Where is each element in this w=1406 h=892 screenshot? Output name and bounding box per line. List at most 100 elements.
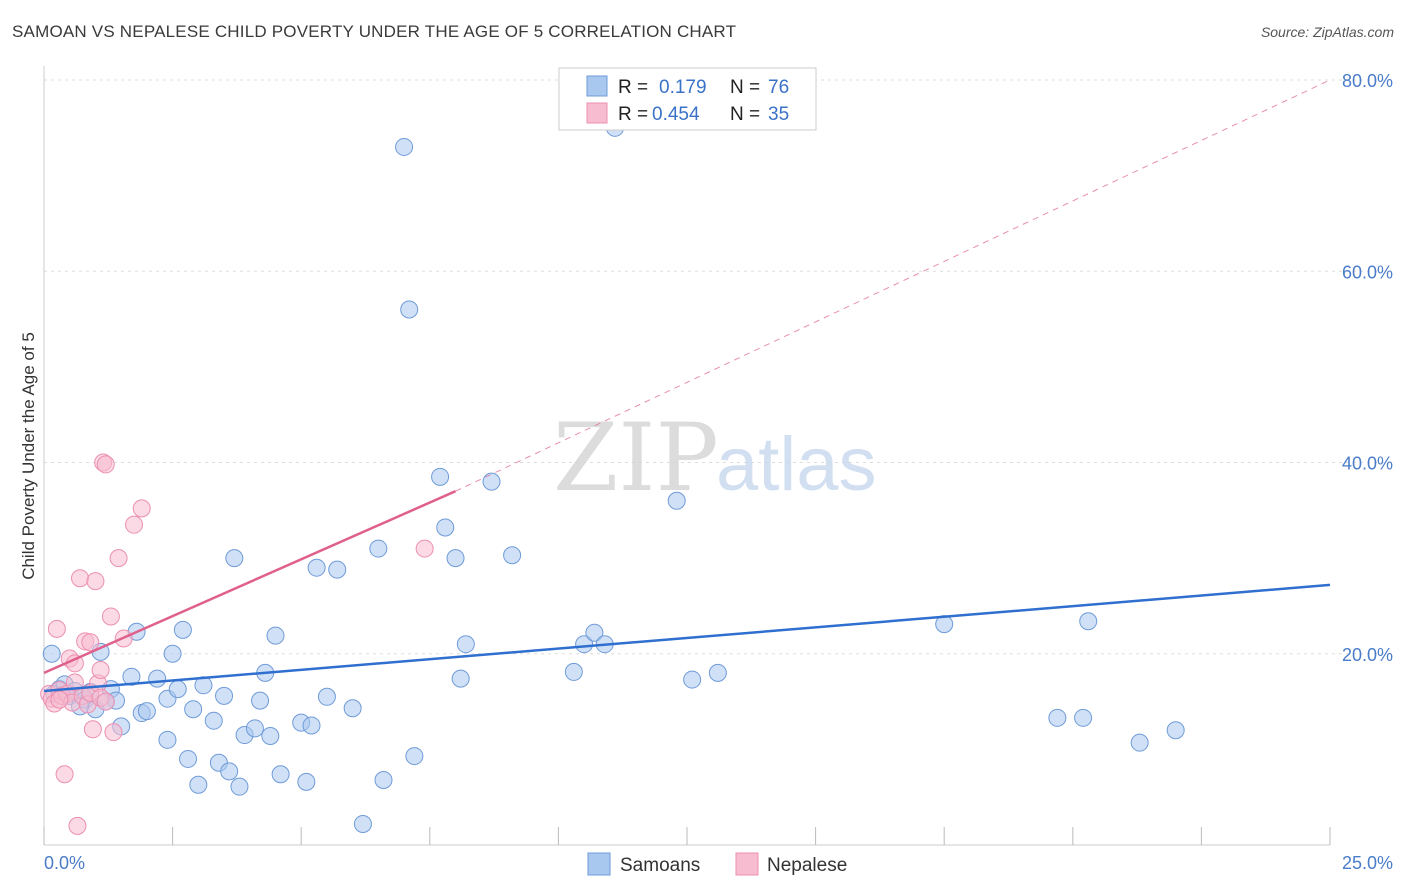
x-tick-label: 0.0% — [44, 853, 85, 873]
samoans-point — [230, 777, 249, 796]
y-tick-label: 20.0% — [1342, 645, 1393, 665]
x-tick-label: 25.0% — [1342, 853, 1393, 873]
samoans-point — [575, 635, 594, 654]
legend-swatch-samoans — [586, 75, 608, 97]
samoans-point — [451, 669, 470, 688]
samoans-point — [317, 687, 336, 706]
samoans-point — [173, 620, 192, 639]
samoans-point — [148, 669, 167, 688]
nepalese-point — [71, 569, 90, 588]
nepalese-point — [91, 661, 110, 680]
samoans-point — [42, 644, 61, 663]
samoans-point — [251, 691, 270, 710]
samoans-point — [122, 667, 141, 686]
nepalese-point — [47, 619, 66, 638]
legend-samoans-r-value: 0.179 — [659, 77, 707, 98]
nepalese-point — [86, 572, 105, 591]
samoans-point — [564, 662, 583, 681]
legend-samoans-n-value: 76 — [768, 77, 789, 98]
samoans-point — [328, 560, 347, 579]
samoans-point — [179, 749, 198, 768]
samoans-point — [163, 644, 182, 663]
y-tick-label: 80.0% — [1342, 71, 1393, 91]
samoans-point — [436, 518, 455, 537]
nepalese-point — [125, 515, 144, 534]
samoans-point — [245, 719, 264, 738]
watermark-zip: ZIP — [553, 404, 719, 513]
samoans-point — [343, 699, 362, 718]
samoans-point — [297, 772, 316, 791]
samoans-point — [1166, 721, 1185, 740]
samoans-point — [1074, 708, 1093, 727]
nepalese-point — [132, 499, 151, 518]
chart-title: SAMOAN VS NEPALESE CHILD POVERTY UNDER T… — [12, 22, 737, 41]
nepalese-point — [415, 539, 434, 558]
nepalese-point — [104, 723, 123, 742]
nepalese-point — [81, 633, 100, 652]
samoans-point — [158, 730, 177, 749]
tick-labels: 20.0% 40.0% 60.0% 80.0% 0.0% 25.0% — [44, 71, 1393, 873]
samoans-point — [215, 686, 234, 705]
samoans-point — [395, 137, 414, 156]
samoans-point — [1130, 733, 1149, 752]
chart-source: Source: ZipAtlas.com — [1260, 24, 1394, 40]
axes — [43, 66, 1331, 846]
nepalese-points — [40, 453, 434, 835]
samoans-point — [204, 711, 223, 730]
samoans-point — [400, 300, 419, 319]
watermark-atlas: atlas — [716, 422, 877, 507]
bottom-legend-nepalese: Nepalese — [767, 855, 847, 876]
nepalese-point — [96, 455, 115, 474]
legend-samoans-r-label: R = — [618, 77, 648, 98]
samoans-point — [431, 467, 450, 486]
samoans-point — [184, 700, 203, 719]
samoans-point — [503, 546, 522, 565]
legend-nepalese-r-label: R = — [618, 104, 648, 125]
y-tick-label: 40.0% — [1342, 454, 1393, 474]
legend-swatch-nepalese — [586, 102, 608, 124]
nepalese-point — [96, 692, 115, 711]
grid-lines — [44, 79, 1395, 655]
samoans-point — [220, 762, 239, 781]
samoans-point — [271, 765, 290, 784]
samoans-point — [456, 635, 475, 654]
samoans-point — [369, 539, 388, 558]
samoans-point — [266, 626, 285, 645]
trendlines — [43, 79, 1331, 693]
samoans-point — [261, 726, 280, 745]
legend-nepalese-n-label: N = — [730, 104, 760, 125]
bottom-swatch-samoans — [587, 852, 611, 876]
samoans-trendline — [43, 583, 1331, 693]
nepalese-point — [68, 816, 87, 835]
samoans-point — [1079, 612, 1098, 631]
samoans-point — [667, 491, 686, 510]
samoans-point — [446, 549, 465, 568]
nepalese-point — [55, 765, 74, 784]
samoans-point — [585, 623, 604, 642]
nepalese-trendline-extension — [455, 79, 1331, 492]
samoans-point — [1048, 708, 1067, 727]
nepalese-trendline — [43, 490, 457, 675]
samoans-point — [683, 670, 702, 689]
nepalese-point — [101, 607, 120, 626]
samoans-point — [405, 747, 424, 766]
nepalese-point — [65, 673, 84, 692]
nepalese-point — [109, 549, 128, 568]
legend-nepalese-n-value: 35 — [768, 104, 789, 125]
bottom-swatch-nepalese — [735, 852, 759, 876]
samoans-point — [482, 472, 501, 491]
samoans-point — [307, 558, 326, 577]
bottom-legend-samoans: Samoans — [620, 855, 700, 876]
samoans-point — [189, 775, 208, 794]
stats-legend: R = 0.179 N = 76 R = 0.454 N = 35 — [558, 67, 817, 131]
watermark: ZIP atlas — [553, 404, 877, 513]
samoans-point — [353, 814, 372, 833]
samoans-point — [168, 680, 187, 699]
samoans-point — [302, 716, 321, 735]
samoans-point — [225, 549, 244, 568]
legend-nepalese-r-value: 0.454 — [652, 104, 700, 125]
samoans-point — [374, 770, 393, 789]
series-legend: Samoans Nepalese — [587, 852, 847, 876]
legend-samoans-n-label: N = — [730, 77, 760, 98]
